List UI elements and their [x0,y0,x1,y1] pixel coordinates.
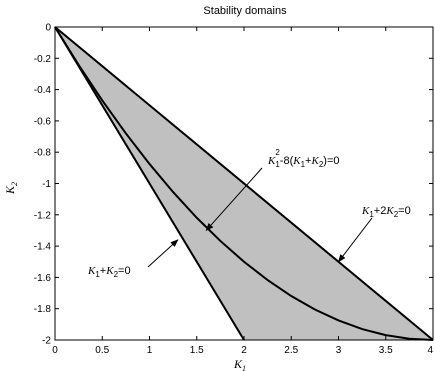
y-tick-label: -1.6 [34,273,52,284]
x-tick-label: 3.5 [379,345,393,356]
annotation-label: K12-8(K1+K2)=0 [267,148,340,169]
annotation-parabola: K12-8(K1+K2)=0 [205,148,340,232]
annotation-label: K1+K2=0 [87,265,131,279]
y-tick-label: -2 [42,336,51,347]
y-tick-label: -0.8 [34,148,52,159]
x-tick-label: 3 [336,345,342,356]
x-tick-label: 2 [241,345,247,356]
x-tick-label: 2.5 [284,345,298,356]
y-tick-label: -0.4 [34,85,52,96]
y-tick-label: -1.4 [34,242,52,253]
line-k1-k2 [54,26,245,341]
plot-area: 0 0.5 1 1.5 2 2.5 3 3.5 4 0 -0.2 -0.4 -0.6 -0.8 -1 -1.2… [34,23,434,356]
x-tick-label: 1 [147,345,153,356]
curve-parabola [54,26,434,341]
annotation-layer: K1+K2=0 K12-8(K1+K2)=0 K1+2K2=0 [87,148,411,279]
x-tick-label: 4 [427,345,433,356]
chart-title: Stability domains [203,5,287,17]
x-tick-label: 1.5 [190,345,204,356]
x-tick-label: 0 [52,345,58,356]
annotation-arrow [147,239,179,268]
y-tick-label: -1.2 [34,210,52,221]
x-tick-label: 0.5 [95,345,109,356]
ticks-layer: 0 0.5 1 1.5 2 2.5 3 3.5 4 0 -0.2 -0.4 -0.6 -0.8 -1 -1.2… [34,23,434,356]
series-layer [54,26,434,341]
annotation-k1-k2: K1+K2=0 [87,239,179,279]
y-tick-label: -1 [42,179,51,190]
y-tick-label: 0 [45,23,51,34]
y-axis-label: K2 [3,182,19,195]
annotation-k1-2k2: K1+2K2=0 [338,205,411,263]
y-tick-label: -0.2 [34,54,52,65]
y-tick-label: -1.8 [34,304,52,315]
line-k1-2k2 [54,26,434,341]
y-tick-label: -0.6 [34,116,52,127]
annotation-label: K1+2K2=0 [361,205,411,219]
annotation-arrow [205,167,263,232]
x-axis-label: K1 [233,357,246,371]
annotation-arrow [338,217,373,263]
